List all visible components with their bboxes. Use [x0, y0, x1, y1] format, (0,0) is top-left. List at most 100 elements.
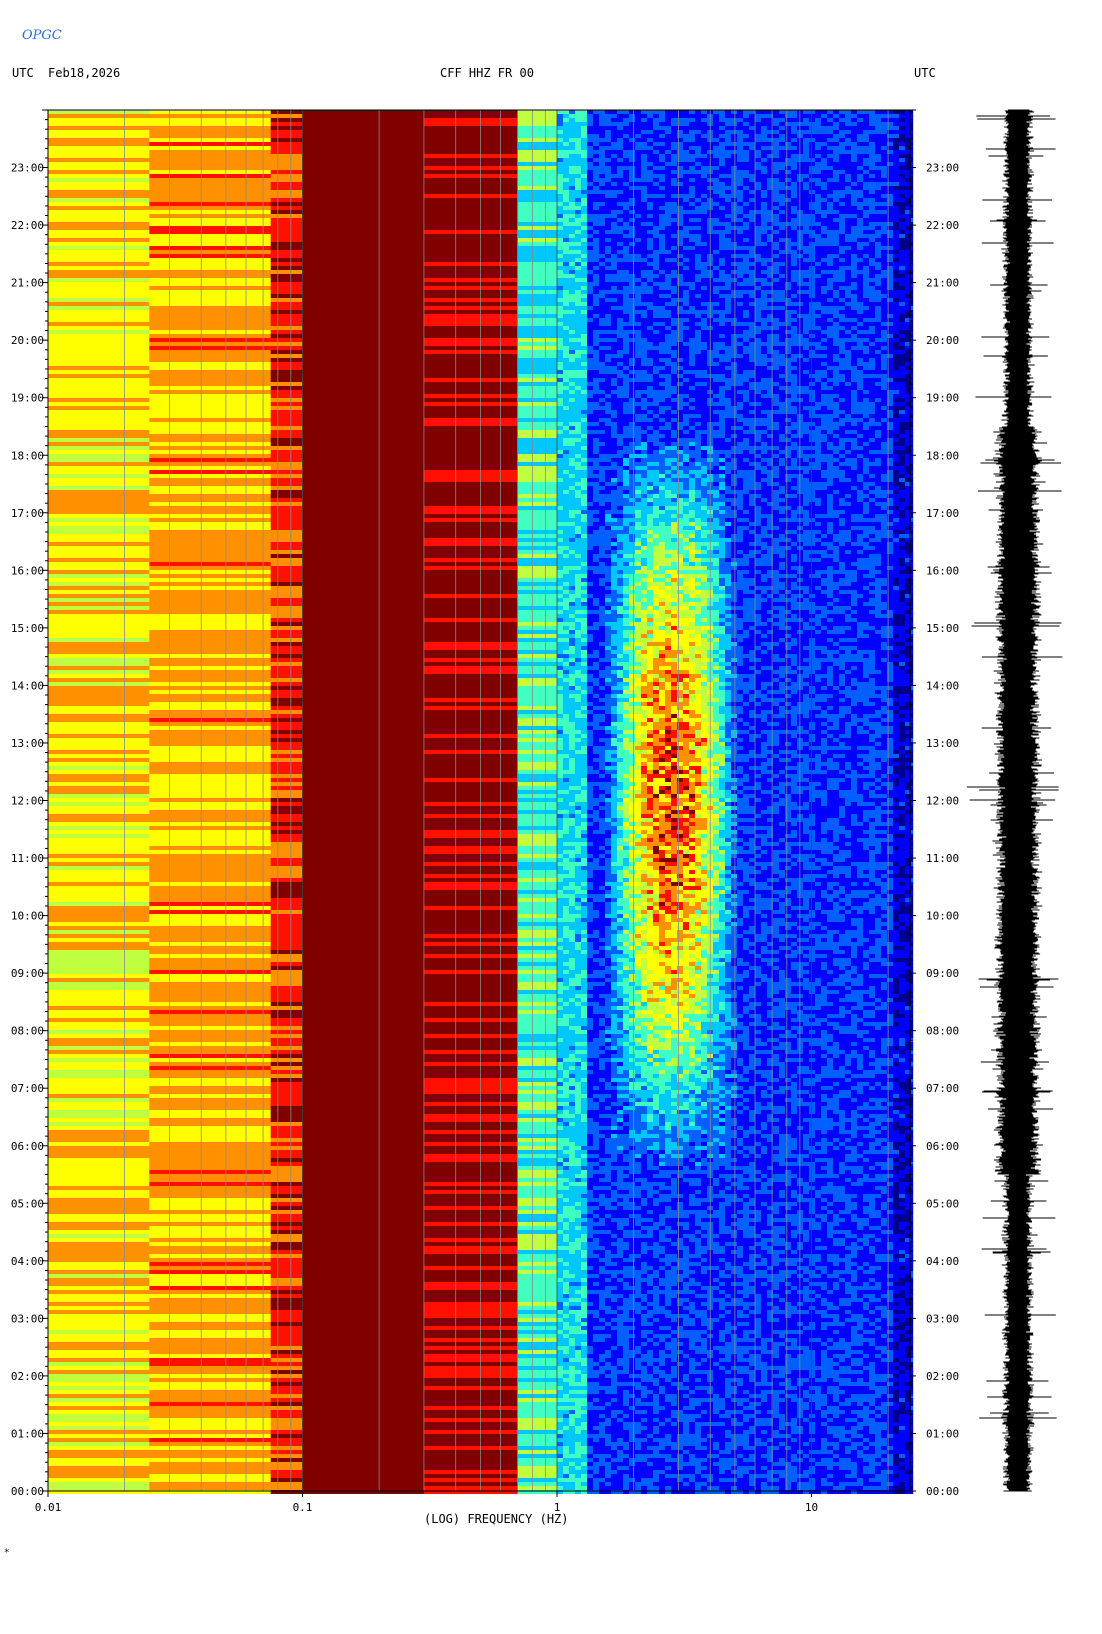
spectrogram-cell [518, 1306, 558, 1310]
spectrogram-cell [518, 330, 558, 334]
spectrogram-cell [635, 202, 641, 206]
spectrogram-cell [518, 1350, 558, 1354]
spectrogram-cell [665, 150, 671, 154]
spectrogram-cell [271, 998, 303, 1002]
spectrogram-cell [647, 134, 653, 138]
spectrogram-cell [617, 270, 623, 274]
spectrogram-cell [587, 194, 593, 198]
spectrogram-cell [518, 718, 558, 722]
spectrogram-cell [581, 290, 587, 294]
spectrogram-cell [593, 190, 599, 194]
spectrogram-cell [303, 1154, 425, 1158]
spectrogram-cell [149, 1430, 271, 1434]
spectrogram-cell [683, 234, 689, 238]
spectrogram-cell [303, 710, 425, 714]
spectrogram-cell [518, 906, 558, 910]
spectrogram-cell [424, 298, 518, 302]
spectrogram-cell [755, 162, 761, 166]
spectrogram-cell [677, 250, 683, 254]
spectrogram-cell [271, 1158, 303, 1162]
spectrogram-cell [893, 178, 899, 182]
spectrogram-cell [424, 1086, 518, 1090]
spectrogram-cell [518, 414, 558, 418]
spectrogram-cell [48, 294, 150, 298]
spectrogram-cell [303, 1034, 425, 1038]
spectrogram-cell [149, 370, 271, 374]
spectrogram-cell [587, 226, 593, 230]
spectrogram-cell [731, 298, 737, 302]
spectrogram-cell [424, 330, 518, 334]
spectrogram-cell [689, 162, 695, 166]
spectrogram-cell [271, 862, 303, 866]
spectrogram-cell [755, 262, 761, 266]
spectrogram-cell [635, 298, 641, 302]
spectrogram-cell [785, 226, 791, 230]
spectrogram-cell [773, 298, 779, 302]
spectrogram-cell [271, 822, 303, 826]
spectrogram-cell [424, 626, 518, 630]
spectrogram-cell [569, 174, 575, 178]
spectrogram-cell [647, 194, 653, 198]
spectrogram-cell [149, 1218, 271, 1222]
spectrogram-cell [731, 122, 737, 126]
spectrogram-cell [271, 994, 303, 998]
spectrogram-cell [641, 182, 647, 186]
spectrogram-cell [665, 182, 671, 186]
spectrogram-cell [635, 266, 641, 270]
spectrogram-cell [518, 1438, 558, 1442]
spectrogram-cell [303, 1158, 425, 1162]
spectrogram-cell [599, 294, 605, 298]
spectrogram-cell [869, 178, 875, 182]
spectrogram-cell [605, 110, 611, 114]
spectrogram-cell [518, 258, 558, 262]
spectrogram-cell [647, 118, 653, 122]
spectrogram-cell [623, 266, 629, 270]
spectrogram-cell [803, 170, 809, 174]
spectrogram-cell [518, 290, 558, 294]
spectrogram-cell [48, 958, 150, 962]
spectrogram-cell [821, 150, 827, 154]
spectrogram-cell [731, 178, 737, 182]
spectrogram-cell [737, 246, 743, 250]
spectrogram-cell [695, 222, 701, 226]
spectrogram-cell [424, 874, 518, 878]
spectrogram-cell [424, 798, 518, 802]
spectrogram-cell [48, 150, 150, 154]
spectrogram-cell [518, 1226, 558, 1230]
spectrogram-cell [617, 250, 623, 254]
spectrogram-cell [48, 846, 150, 850]
spectrogram-cell [737, 298, 743, 302]
spectrogram-cell [271, 506, 303, 510]
spectrogram-cell [617, 210, 623, 214]
spectrogram-cell [611, 258, 617, 262]
spectrogram-cell [875, 234, 881, 238]
spectrogram-cell [881, 238, 887, 242]
spectrogram-cell [683, 114, 689, 118]
spectrogram-cell [671, 162, 677, 166]
spectrogram-cell [635, 174, 641, 178]
spectrogram-cell [605, 158, 611, 162]
spectrogram-cell [599, 270, 605, 274]
spectrogram-cell [303, 1046, 425, 1050]
spectrogram-cell [271, 1366, 303, 1370]
spectrogram-cell [48, 718, 150, 722]
spectrogram-cell [48, 1326, 150, 1330]
spectrogram-cell [911, 142, 913, 146]
spectrogram-cell [839, 178, 845, 182]
spectrogram-cell [815, 170, 821, 174]
spectrogram-cell [881, 170, 887, 174]
spectrogram-cell [665, 146, 671, 150]
spectrogram-cell [743, 270, 749, 274]
spectrogram-cell [809, 142, 815, 146]
spectrogram-cell [303, 482, 425, 486]
spectrogram-cell [635, 242, 641, 246]
spectrogram-cell [659, 190, 665, 194]
spectrogram-cell [635, 290, 641, 294]
spectrogram-cell [303, 1166, 425, 1170]
spectrogram-cell [701, 134, 707, 138]
spectrogram-cell [149, 846, 271, 850]
spectrogram-cell [518, 1450, 558, 1454]
spectrogram-cell [815, 178, 821, 182]
spectrogram-cell [424, 1282, 518, 1286]
spectrogram-cell [755, 146, 761, 150]
